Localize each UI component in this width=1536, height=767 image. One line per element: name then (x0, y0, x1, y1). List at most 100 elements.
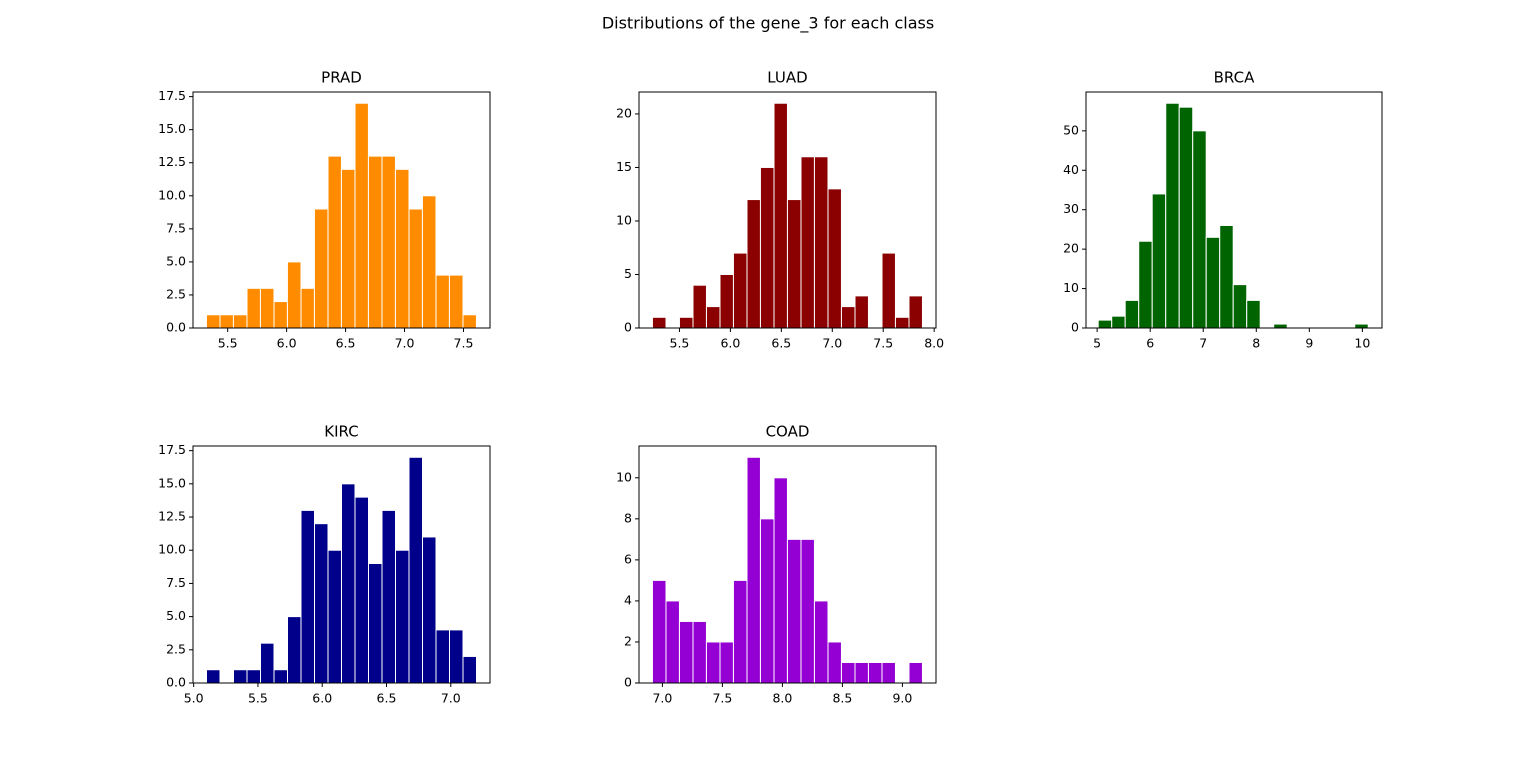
bar (435, 629, 450, 684)
x-tick-label: 6.0 (277, 336, 297, 351)
y-tick-label: 20 (1063, 241, 1079, 256)
x-tick-label: 7.0 (441, 691, 461, 706)
bar (840, 306, 856, 329)
bar (665, 600, 680, 684)
bar (651, 316, 667, 329)
bar (435, 274, 450, 329)
bar (449, 629, 464, 684)
bar (813, 156, 829, 329)
bar (314, 523, 329, 684)
figure-title: Distributions of the gene_3 for each cla… (602, 14, 934, 34)
subplot-title: COAD (766, 423, 810, 441)
x-tick-label: 6.5 (377, 691, 397, 706)
bar (232, 314, 248, 329)
bar (286, 261, 302, 329)
bar (881, 661, 896, 684)
bar (692, 284, 707, 329)
y-tick-label: 10.0 (158, 542, 186, 557)
y-tick-label: 10.0 (158, 187, 186, 202)
bar (705, 641, 721, 684)
bar (759, 166, 775, 329)
x-tick-label: 9 (1305, 336, 1313, 351)
bar (408, 208, 423, 329)
bar (840, 661, 856, 684)
x-tick-label: 6.0 (720, 336, 740, 351)
x-tick-label: 7.0 (395, 336, 415, 351)
y-tick-label: 15 (616, 159, 632, 174)
bar (773, 477, 788, 684)
x-tick-label: 6.0 (312, 691, 332, 706)
x-tick-label: 7.0 (822, 336, 842, 351)
bar (367, 155, 383, 329)
bar (300, 509, 315, 684)
bar (854, 295, 869, 329)
bar (394, 168, 410, 329)
bar (205, 314, 221, 329)
bar (1273, 323, 1288, 329)
y-tick-label: 5 (624, 266, 632, 281)
y-tick-label: 15.0 (158, 475, 186, 490)
y-tick-label: 50 (1063, 122, 1079, 137)
y-tick-label: 8 (624, 510, 632, 525)
bar (287, 616, 302, 684)
bar (1151, 193, 1167, 329)
y-tick-label: 17.5 (158, 88, 186, 103)
y-tick-label: 2.5 (166, 286, 186, 301)
x-tick-label: 5.5 (248, 691, 268, 706)
y-tick-label: 6 (624, 551, 632, 566)
y-tick-label: 20 (616, 105, 632, 120)
x-tick-label: 5.5 (218, 336, 238, 351)
bar (219, 314, 234, 329)
bar (827, 641, 842, 684)
y-tick-label: 40 (1063, 162, 1079, 177)
bar (786, 538, 802, 684)
bar (1097, 319, 1113, 329)
y-tick-label: 0.0 (166, 320, 186, 335)
x-tick-label: 6.5 (771, 336, 791, 351)
bar (908, 661, 923, 684)
bar (719, 641, 734, 684)
bar (867, 661, 883, 684)
bar (800, 538, 815, 684)
x-tick-label: 6 (1146, 336, 1154, 351)
bar (260, 642, 275, 684)
y-tick-label: 10 (616, 469, 632, 484)
bar (273, 301, 288, 329)
bar (908, 295, 923, 329)
x-tick-label: 7.5 (712, 691, 732, 706)
bar (300, 287, 315, 329)
bar (1178, 106, 1194, 329)
bar (800, 156, 815, 329)
y-tick-label: 5.0 (166, 253, 186, 268)
bar (692, 620, 707, 684)
y-tick-label: 5.0 (166, 608, 186, 623)
bar (1165, 102, 1180, 329)
bar (408, 456, 423, 684)
x-tick-label: 8 (1252, 336, 1260, 351)
x-tick-label: 8.0 (772, 691, 792, 706)
y-tick-label: 10 (1063, 280, 1079, 295)
y-tick-label: 0 (1071, 320, 1079, 335)
bar (246, 287, 261, 329)
bar (246, 669, 261, 684)
y-tick-label: 2.5 (166, 641, 186, 656)
axes-frame (192, 91, 491, 329)
y-tick-label: 0 (624, 320, 632, 335)
x-tick-label: 7.0 (652, 691, 672, 706)
y-tick-label: 30 (1063, 201, 1079, 216)
bar (340, 168, 356, 329)
y-tick-label: 7.5 (166, 575, 186, 590)
y-tick-label: 4 (624, 592, 632, 607)
bar (448, 274, 464, 329)
x-tick-label: 7 (1199, 336, 1207, 351)
bar (354, 496, 369, 684)
bar (678, 316, 694, 329)
x-tick-label: 8.0 (924, 336, 944, 351)
bar (327, 549, 342, 684)
axes-frame (638, 91, 937, 329)
x-tick-label: 6.5 (336, 336, 356, 351)
x-tick-label: 9.0 (892, 691, 912, 706)
y-tick-label: 0.0 (166, 675, 186, 690)
bar (1246, 299, 1261, 329)
bar (746, 456, 761, 684)
